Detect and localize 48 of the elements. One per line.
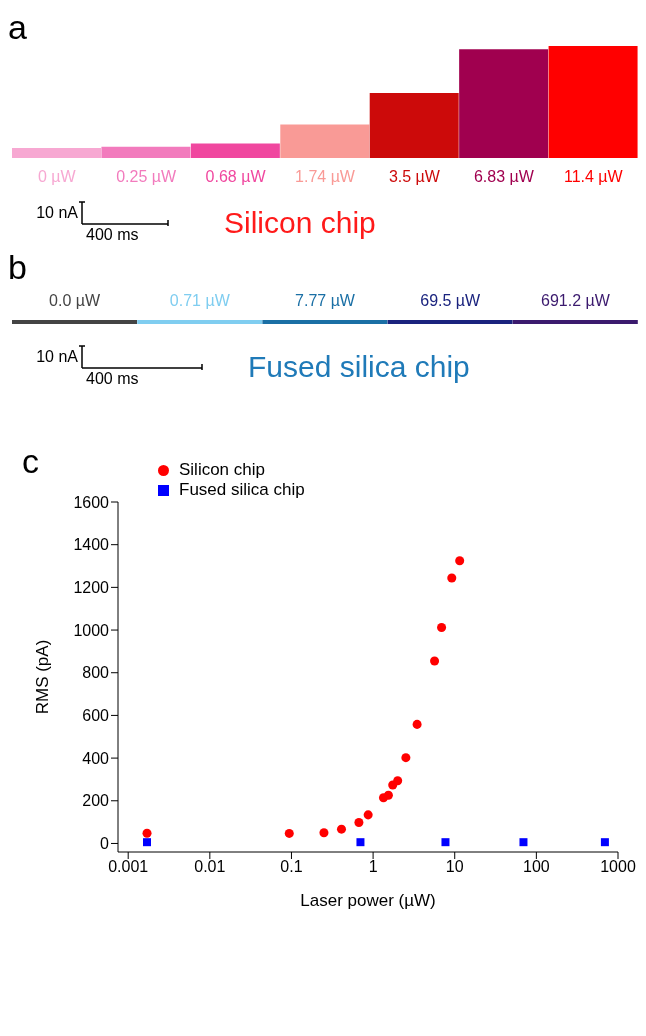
x-tick-label: 100 [523,858,550,876]
bar [190,143,280,158]
text: b [8,248,28,286]
x-tick-label: 1 [368,858,378,876]
legend-label: Fused silica chip [179,480,305,499]
y-tick-label: 0 [100,835,110,853]
x-tick-label: 0 µW [37,168,77,185]
y-tick-label: 800 [82,664,110,682]
bar [548,46,638,158]
y-tick-label: 1000 [73,621,110,639]
x-tick-label: 11.4 µW [563,168,624,185]
y-tick-label: 1600 [73,493,110,511]
text: 400 ms [86,226,139,244]
x-tick-label: 7.77 µW [295,292,356,309]
y-axis-title: RMS (pA) [33,639,53,715]
text: Silicon chip [224,206,376,240]
annotation: a [8,8,28,46]
bar [101,146,191,158]
y-tick-label: 600 [82,707,110,725]
x-tick-label: 0.25 µW [116,168,177,185]
y-tick-label: 1400 [73,536,110,554]
bar [369,93,459,158]
x-tick-label: 0.01 [194,858,226,876]
x-tick-label: 0.001 [108,858,149,876]
text: c [22,442,39,480]
bar [12,147,101,158]
x-tick-label: 10 [445,858,464,876]
x-tick-label: 0.71 µW [169,292,231,309]
bar [280,124,370,158]
y-tick-label: 200 [82,792,110,810]
x-tick-label: 3.5 µW [388,168,441,185]
bar [459,49,549,158]
y-tick-label: 400 [82,749,110,767]
x-axis-title: Laser power (µW) [300,891,436,910]
text: 10 nA [35,204,78,222]
text: 400 ms [86,370,139,388]
x-tick-label: 1.74 µW [295,168,356,185]
y-tick-label: 1200 [73,579,110,597]
x-tick-label: 6.83 µW [473,168,535,185]
x-tick-label: 1000 [600,858,636,876]
x-tick-label: 0.0 µW [49,292,101,309]
text: 10 nA [35,348,78,366]
x-tick-label: 691.2 µW [540,292,611,309]
x-tick-label: 69.5 µW [420,292,482,309]
x-tick-label: 0.68 µW [205,168,267,185]
legend-label: Silicon chip [179,460,265,479]
text: Fused silica chip [248,350,470,384]
x-tick-label: 0.1 [280,858,303,876]
